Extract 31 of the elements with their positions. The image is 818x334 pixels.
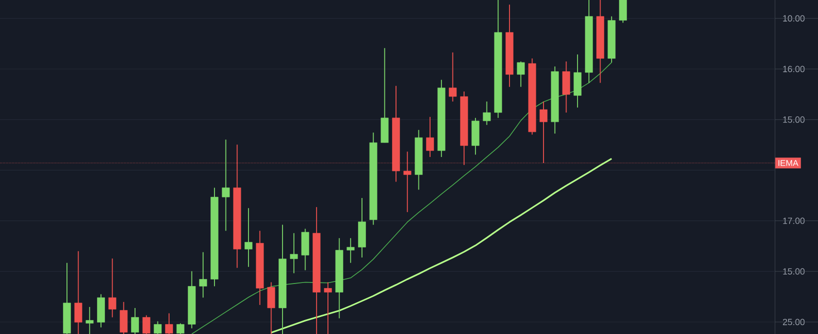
candlestick [86, 306, 94, 334]
text: 15.00 [783, 268, 805, 275]
candlestick [199, 252, 208, 298]
candlestick [324, 282, 332, 334]
text: 17.00 [783, 218, 805, 224]
candlestick [619, 0, 627, 24]
candlestick [244, 208, 252, 268]
candlestick [74, 250, 82, 334]
ref-line-label: IEMA [778, 160, 798, 166]
candlestick [448, 52, 457, 102]
candlestick [154, 320, 162, 334]
candlestick [301, 228, 310, 271]
text: 16.00 [783, 66, 805, 72]
candlestick [562, 61, 570, 114]
candlestick [222, 139, 230, 232]
candlestick [267, 282, 276, 334]
candlestick [142, 314, 150, 334]
candlestick [516, 61, 525, 88]
text: 15.00 [783, 116, 805, 123]
text: 10.00 [783, 15, 805, 22]
candlestick [165, 312, 173, 334]
candlestick [426, 116, 434, 158]
text: 25.00 [782, 318, 805, 326]
candlestick [108, 258, 116, 318]
candlestick [176, 322, 184, 334]
candlestick [482, 101, 491, 126]
candlestick [120, 301, 128, 334]
candlestick [574, 54, 582, 108]
candlestick [346, 238, 355, 264]
candlestick [131, 308, 139, 334]
candlestick [290, 232, 298, 274]
